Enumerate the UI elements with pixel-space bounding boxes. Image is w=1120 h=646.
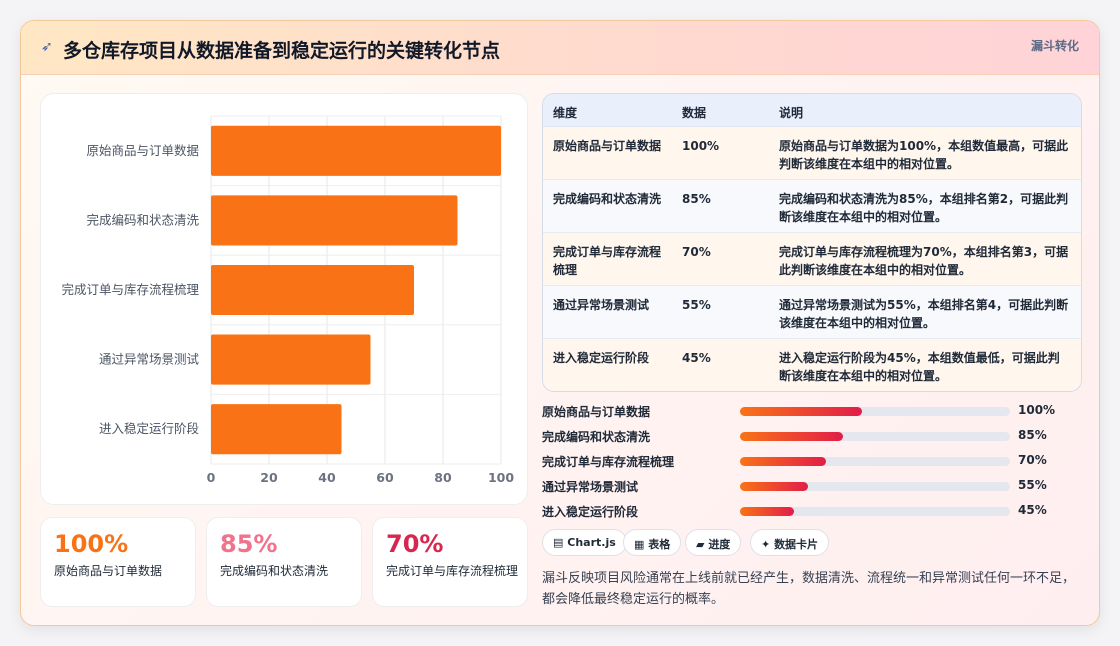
- table-row: 完成订单与库存流程梳理 70% 完成订单与库存流程梳理为70%，本组排名第3，可…: [543, 233, 1081, 286]
- table-row: 完成编码和状态清洗 85% 完成编码和状态清洗为85%，本组排名第2，可据此判断…: [543, 180, 1081, 233]
- stat-label: 原始商品与订单数据: [54, 564, 163, 578]
- chip-table[interactable]: ▦ 表格: [623, 529, 682, 556]
- stat-value: 70%: [386, 530, 444, 558]
- stat-card-2: 85% 完成编码和状态清洗: [206, 517, 362, 607]
- bar-chart: 原始商品与订单数据完成编码和状态清洗完成订单与库存流程梳理通过异常场景测试进入稳…: [61, 115, 514, 485]
- cell-description: 通过异常场景测试为55%，本组排名第4，可据此判断该维度在本组中的相对位置。: [779, 298, 1069, 330]
- progress-row: 完成订单与库存流程梳理 70%: [542, 451, 1082, 471]
- table-icon: ▦: [634, 538, 645, 551]
- progress-label: 完成订单与库存流程梳理: [542, 455, 675, 469]
- progress-label: 原始商品与订单数据: [542, 405, 651, 419]
- chip-label: 数据卡片: [774, 538, 819, 551]
- x-tick-label: 100: [488, 470, 514, 485]
- data-table: 维度 数据 说明 原始商品与订单数据 100% 原始商品与订单数据为100%，本…: [542, 93, 1082, 392]
- progress-track: [740, 457, 1010, 466]
- cell-description: 完成编码和状态清洗为85%，本组排名第2，可据此判断该维度在本组中的相对位置。: [779, 192, 1069, 224]
- progress-label: 进入稳定运行阶段: [542, 505, 639, 519]
- x-tick-label: 20: [260, 470, 278, 485]
- progress-track: [740, 432, 1010, 441]
- progress-value: 70%: [1018, 453, 1047, 467]
- progress-row: 进入稳定运行阶段 45%: [542, 501, 1082, 521]
- chart-icon: ▤: [553, 536, 564, 549]
- chip-progress[interactable]: ▰ 进度: [685, 529, 742, 556]
- bar-5: [211, 404, 342, 455]
- category-label: 通过异常场景测试: [99, 352, 200, 367]
- bar-2: [211, 195, 458, 246]
- x-tick-label: 40: [318, 470, 336, 485]
- progress-fill: [740, 457, 827, 466]
- progress-label: 完成编码和状态清洗: [542, 430, 651, 444]
- cell-value: 85%: [682, 192, 711, 206]
- chip-label: 表格: [648, 538, 671, 551]
- chart-type-tag: 漏斗转化: [1030, 39, 1079, 53]
- card-header: ➶ 多仓库存项目从数据准备到稳定运行的关键转化节点 漏斗转化: [21, 21, 1099, 75]
- progress-track: [740, 407, 1010, 416]
- chip-chartjs[interactable]: ▤ Chart.js: [542, 529, 627, 556]
- stat-label: 完成订单与库存流程梳理: [386, 564, 519, 578]
- category-label: 完成订单与库存流程梳理: [61, 282, 199, 297]
- chip-label: Chart.js: [567, 536, 616, 549]
- stat-value: 85%: [220, 530, 278, 558]
- rocket-icon: ➶: [41, 39, 53, 55]
- cell-dimension: 原始商品与订单数据: [553, 139, 662, 153]
- progress-fill: [740, 507, 794, 516]
- progress-fill: [740, 407, 862, 416]
- dashboard-card: ➶ 多仓库存项目从数据准备到稳定运行的关键转化节点 漏斗转化 原始商品与订单数据…: [20, 20, 1100, 626]
- progress-value: 45%: [1018, 503, 1047, 517]
- progress-row: 通过异常场景测试 55%: [542, 476, 1082, 496]
- bar-3: [211, 264, 414, 316]
- chip-label: 进度: [708, 538, 731, 551]
- category-label: 完成编码和状态清洗: [86, 212, 199, 227]
- progress-row: 原始商品与订单数据 100%: [542, 401, 1082, 421]
- cell-value: 100%: [682, 139, 720, 153]
- progress-label: 通过异常场景测试: [542, 480, 639, 494]
- table-row: 原始商品与订单数据 100% 原始商品与订单数据为100%，本组数值最高，可据此…: [543, 127, 1081, 180]
- progress-fill: [740, 432, 843, 441]
- progress-value: 100%: [1018, 403, 1056, 417]
- category-label: 进入稳定运行阶段: [99, 421, 199, 436]
- progress-track: [740, 482, 1010, 491]
- page-title: 多仓库存项目从数据准备到稳定运行的关键转化节点: [63, 40, 501, 62]
- cell-dimension: 进入稳定运行阶段: [553, 351, 650, 365]
- progress-value: 85%: [1018, 428, 1047, 442]
- bar-1: [211, 125, 501, 176]
- header-dimension: 维度: [553, 106, 578, 120]
- summary-note: 漏斗反映项目风险通常在上线前就已经产生，数据清洗、流程统一和异常测试任何一环不足…: [542, 571, 1076, 607]
- category-label: 原始商品与订单数据: [86, 143, 199, 158]
- header-value: 数据: [682, 106, 707, 120]
- bar-chart-panel: 原始商品与订单数据 完成编码和状态清洗完成订单与库存流程梳理通过异常场景测试 进入稳…: [40, 93, 528, 505]
- progress-track: [740, 507, 1010, 516]
- bar-4: [211, 334, 371, 385]
- cell-description: 进入稳定运行阶段为45%，本组数值最低，可据此判断该维度在本组中的相对位置。: [779, 351, 1060, 383]
- cell-description: 完成订单与库存流程梳理为70%，本组排名第3，可据此判断该维度在本组中的相对位置…: [779, 245, 1069, 277]
- stat-value: 100%: [54, 530, 129, 558]
- header-description: 说明: [779, 106, 804, 120]
- x-tick-label: 60: [376, 470, 394, 485]
- cell-value: 55%: [682, 298, 711, 312]
- cell-value: 70%: [682, 245, 711, 259]
- table-row: 通过异常场景测试 55% 通过异常场景测试为55%，本组排名第4，可据此判断该维…: [543, 286, 1081, 339]
- stat-card-1: 100% 原始商品与订单数据: [40, 517, 196, 607]
- folder-icon: ▰: [696, 538, 705, 551]
- sparkle-icon: ✦: [761, 538, 771, 551]
- progress-value: 55%: [1018, 478, 1047, 492]
- table-header: 维度 数据 说明: [543, 94, 1081, 127]
- cell-dimension: 完成编码和状态清洗: [553, 192, 662, 206]
- progress-fill: [740, 482, 808, 491]
- cell-value: 45%: [682, 351, 711, 365]
- cell-description: 原始商品与订单数据为100%，本组数值最高，可据此判断该维度在本组中的相对位置。: [779, 139, 1069, 171]
- stat-card-3: 70% 完成订单与库存流程梳理: [372, 517, 528, 607]
- stat-label: 完成编码和状态清洗: [220, 564, 329, 578]
- x-tick-label: 80: [434, 470, 452, 485]
- table-row: 进入稳定运行阶段 45% 进入稳定运行阶段为45%，本组数值最低，可据此判断该维…: [543, 339, 1081, 391]
- chip-data-card[interactable]: ✦ 数据卡片: [750, 529, 830, 556]
- cell-dimension: 通过异常场景测试: [553, 298, 650, 312]
- progress-row: 完成编码和状态清洗 85%: [542, 426, 1082, 446]
- cell-dimension: 完成订单与库存流程梳理: [553, 245, 662, 277]
- x-tick-label: 0: [207, 470, 216, 485]
